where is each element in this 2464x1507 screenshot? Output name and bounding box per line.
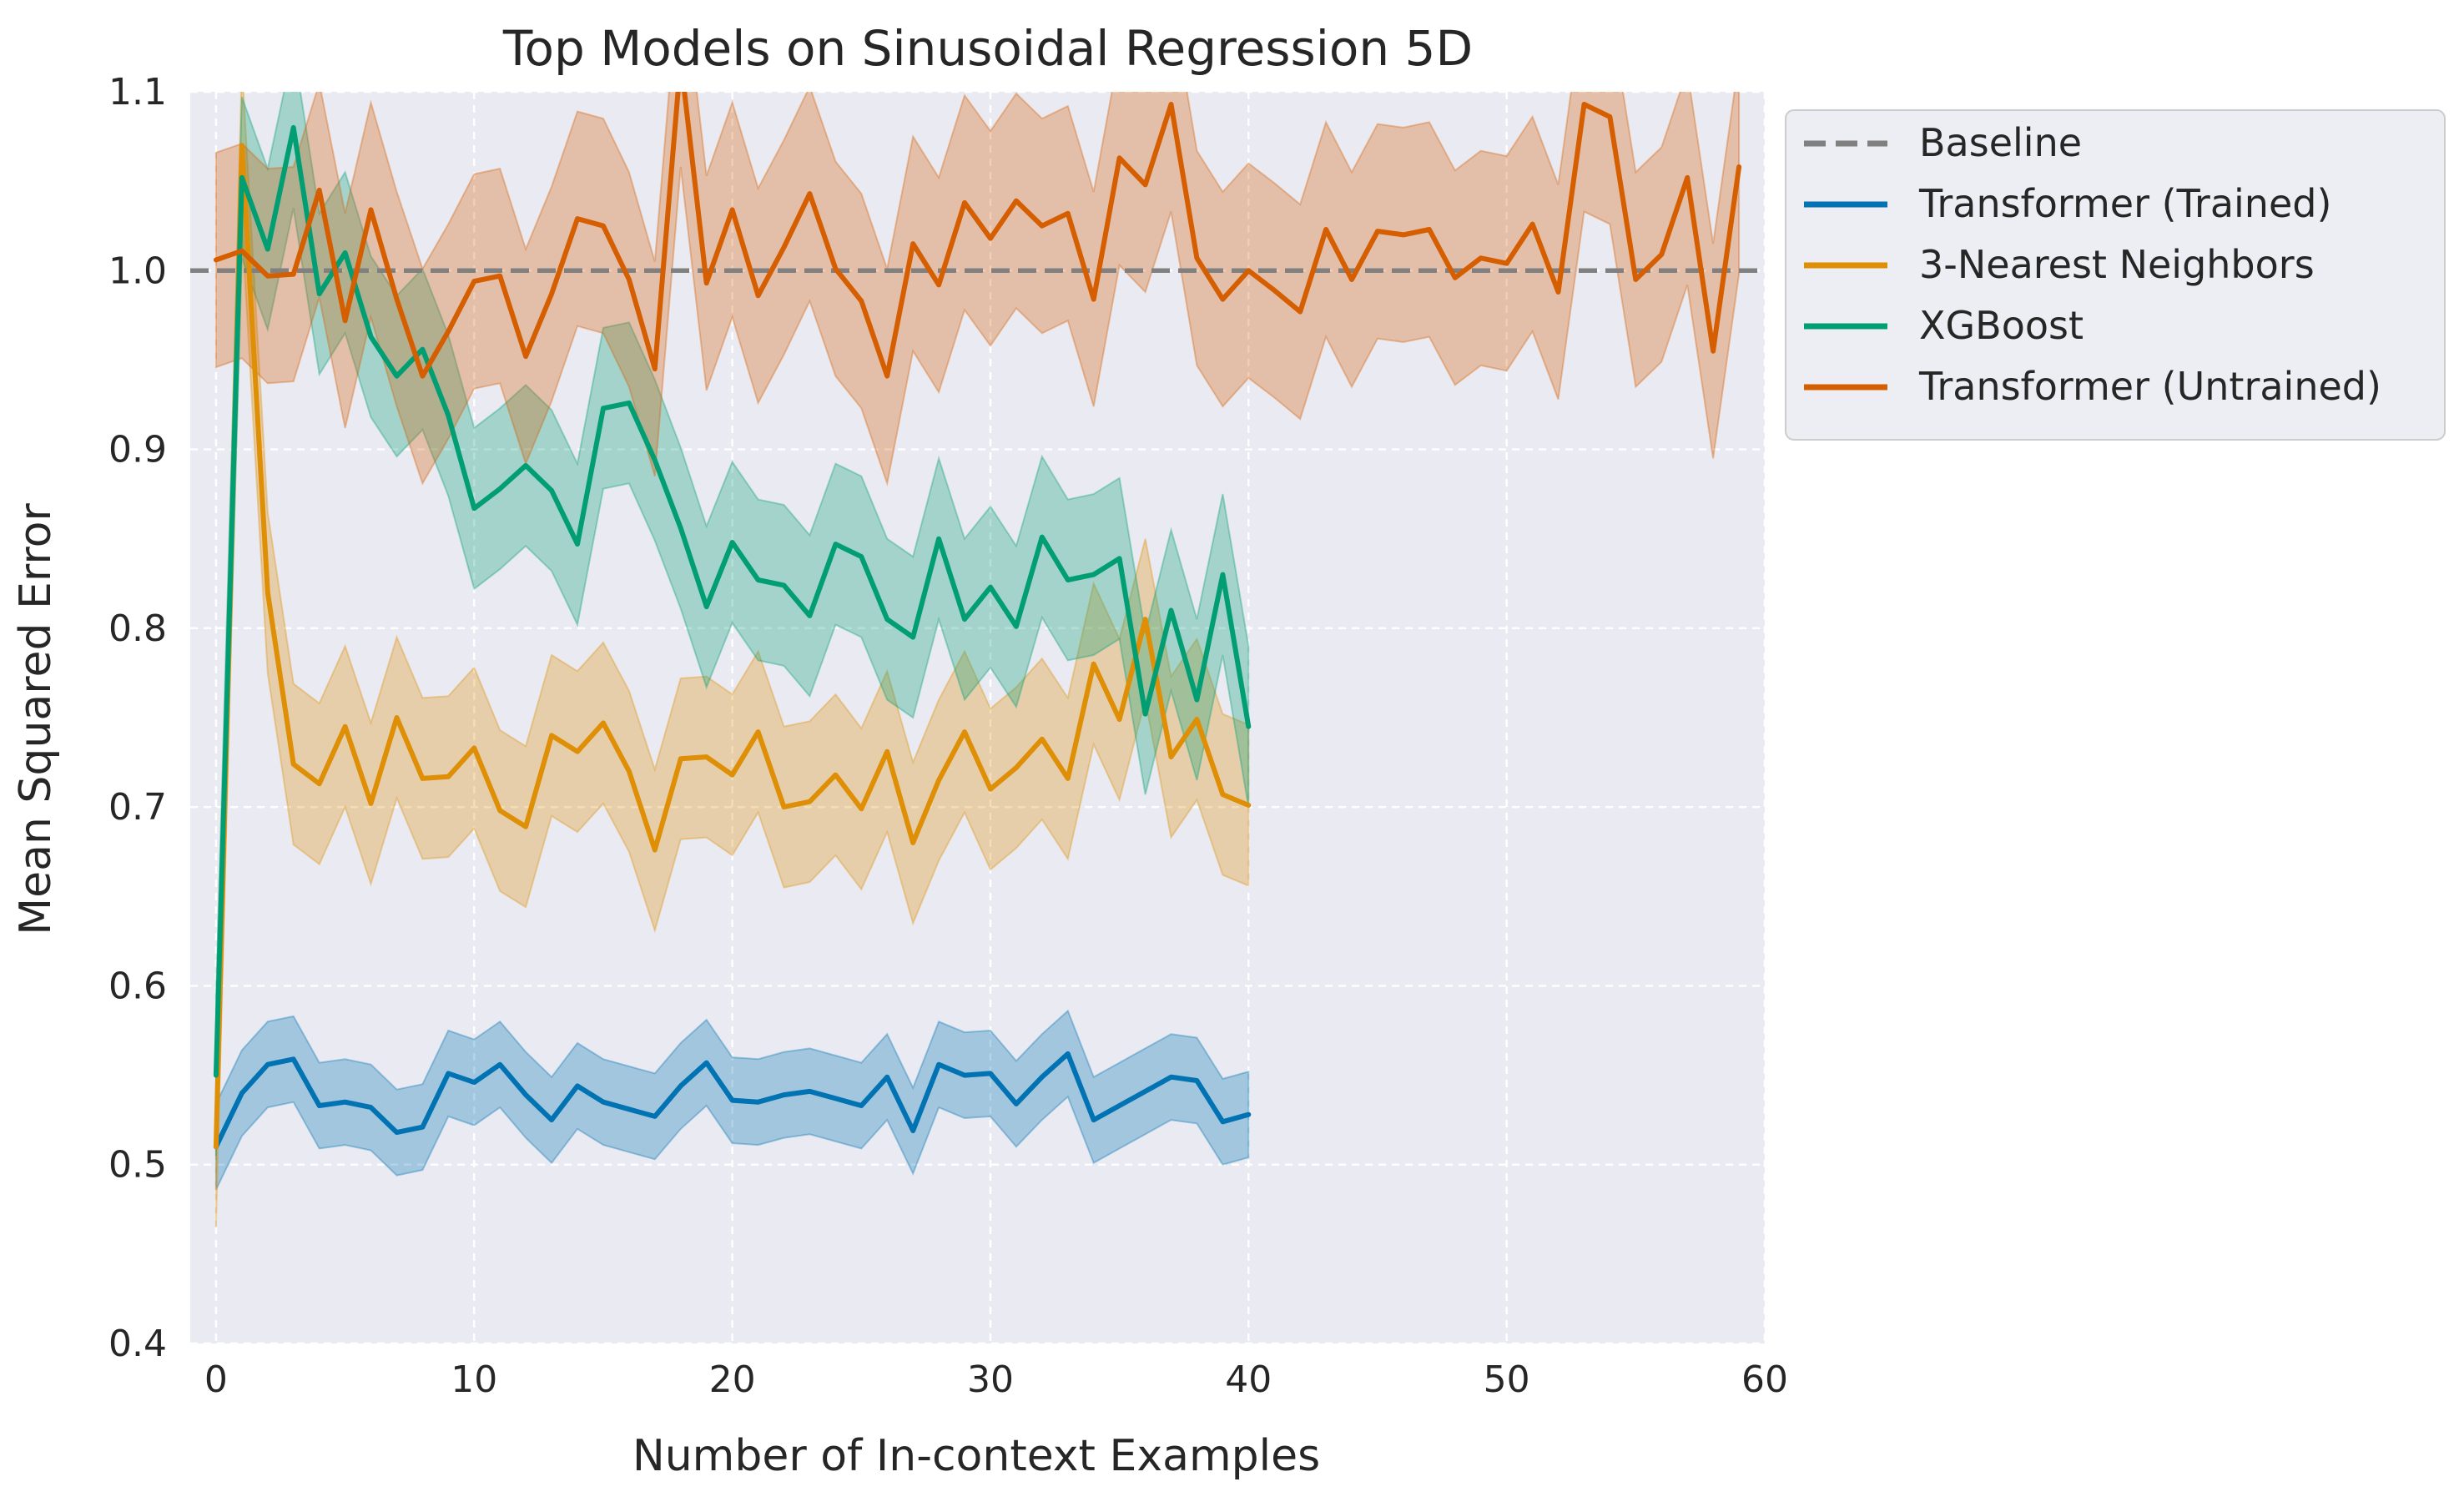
x-tick-label: 40 xyxy=(1225,1358,1272,1401)
y-axis-label: Mean Squared Error xyxy=(11,503,61,935)
plot-area: 0 10 20 30 40 50 60 0.4 0.5 0.6 0.7 0.8 0.9 1.0 1.1 xyxy=(108,71,1788,1401)
legend-label: Baseline xyxy=(1919,120,2082,165)
y-tick-label: 0.6 xyxy=(108,965,167,1007)
x-tick-label: 10 xyxy=(451,1358,497,1401)
legend-frame xyxy=(1785,109,2446,441)
y-tick-label: 1.1 xyxy=(108,71,167,113)
y-tick-label: 1.0 xyxy=(108,249,167,292)
y-tick-label: 0.9 xyxy=(108,429,167,471)
series-line-1 xyxy=(213,143,1252,1150)
series-band-1 xyxy=(214,92,1250,1227)
x-tick-label: 60 xyxy=(1741,1358,1788,1401)
x-tick-label: 20 xyxy=(709,1358,756,1401)
plot-background xyxy=(190,92,1765,1343)
legend-label: 3-Nearest Neighbors xyxy=(1919,242,2315,287)
x-axis-label: Number of In-context Examples xyxy=(632,1431,1320,1481)
series-band-3 xyxy=(214,92,1741,487)
series-line-3 xyxy=(213,92,1742,379)
y-tick-label: 0.8 xyxy=(108,607,167,650)
series-line-0 xyxy=(213,1051,1252,1150)
legend: Baseline Transformer (Trained) 3-Nearest N… xyxy=(1785,109,2446,441)
x-tick-label: 50 xyxy=(1484,1358,1530,1401)
x-tick-label: 0 xyxy=(204,1358,228,1401)
x-tick-label: 30 xyxy=(967,1358,1014,1401)
y-tick-label: 0.5 xyxy=(108,1144,167,1187)
legend-label: Transformer (Untrained) xyxy=(1918,364,2381,409)
series-line-2 xyxy=(213,124,1252,1078)
y-tick-label: 0.4 xyxy=(108,1323,167,1365)
legend-label: Transformer (Trained) xyxy=(1918,181,2331,226)
legend-label: XGBoost xyxy=(1919,303,2084,348)
chart-title: Top Models on Sinusoidal Regression 5D xyxy=(502,20,1473,77)
y-tick-label: 0.7 xyxy=(108,786,167,829)
series-layer xyxy=(190,92,1765,1227)
